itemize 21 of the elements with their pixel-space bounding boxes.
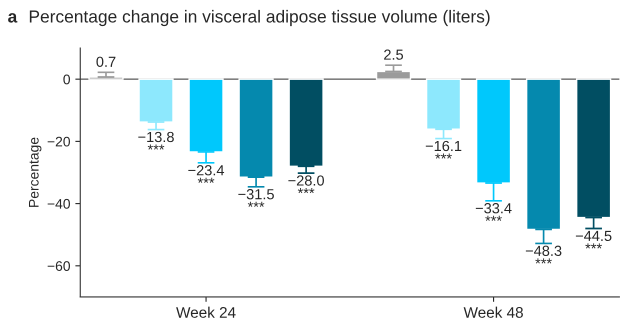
data-label: 0.7: [96, 56, 116, 67]
x-tick-label: Week 48: [464, 306, 523, 318]
bar: [476, 78, 512, 184]
data-label: −31.5 ***: [238, 189, 274, 207]
data-label: −13.8 ***: [138, 132, 174, 150]
data-label: −44.5 ***: [576, 230, 612, 249]
data-label: −48.3 ***: [526, 246, 562, 264]
x-tick-label: Week 24: [176, 306, 236, 318]
data-label: 2.5: [384, 49, 404, 60]
text: a: [8, 13, 18, 23]
y-tick-label: 0: [63, 74, 70, 84]
data-label: −23.4 ***: [188, 165, 224, 183]
data-label: −16.1 ***: [426, 140, 462, 159]
data-label: −28.0 ***: [288, 175, 324, 194]
bar: [188, 78, 224, 153]
data-label: −33.4 ***: [476, 203, 512, 221]
y-tick-label: −40: [48, 198, 70, 209]
chart-title: Percentage change in visceral adipose tissue volume (liters): [30, 10, 490, 26]
y-tick-label: −60: [48, 261, 70, 271]
y-tick-label: −20: [48, 136, 70, 147]
y-axis-title: Percentage: [28, 138, 42, 207]
